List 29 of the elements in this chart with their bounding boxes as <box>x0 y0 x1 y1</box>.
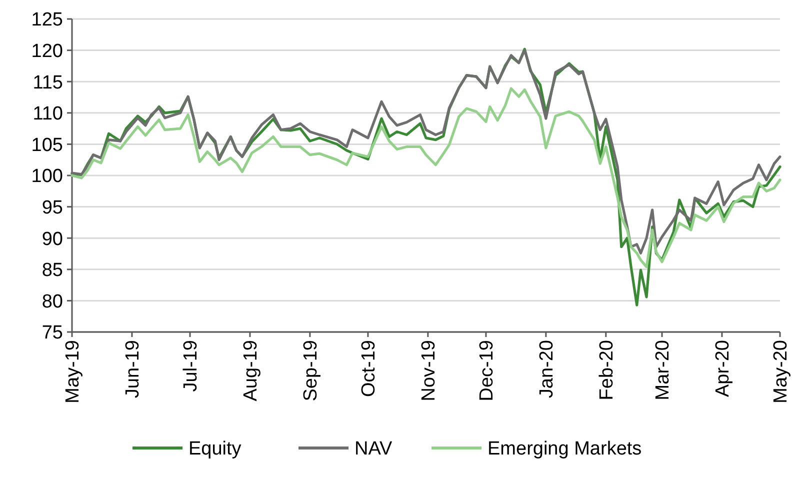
y-tick-label: 85 <box>42 260 63 282</box>
x-tick-label: Oct-19 <box>358 340 380 398</box>
x-tick-label: Feb-20 <box>596 340 618 400</box>
x-tick-label: Aug-19 <box>240 340 262 402</box>
x-tick-label: Nov-19 <box>418 340 440 402</box>
x-tick-label: Sep-19 <box>300 340 322 402</box>
x-tick-label: Mar-20 <box>652 340 674 400</box>
x-tick-label: May-19 <box>62 340 84 404</box>
x-tick-label: Dec-19 <box>476 340 498 402</box>
y-tick-label: 105 <box>31 134 63 156</box>
x-tick-label: Jun-19 <box>122 340 144 398</box>
y-tick-label: 125 <box>31 10 63 31</box>
y-tick-label: 80 <box>42 291 63 312</box>
y-tick-label: 110 <box>32 104 63 125</box>
x-tick-label: Apr-20 <box>712 340 734 398</box>
y-tick-label: 100 <box>31 166 63 188</box>
x-tick-label: Jul-19 <box>180 340 202 392</box>
legend-label: NAV <box>354 438 392 460</box>
line-series <box>70 87 782 268</box>
line-series <box>70 49 782 254</box>
y-tick-label: 115 <box>32 72 63 94</box>
y-tick-label: 75 <box>42 322 63 344</box>
y-tick-label: 95 <box>42 197 63 218</box>
y-tick-label: 90 <box>42 228 63 250</box>
y-tick-label: 120 <box>31 40 63 62</box>
legend-label: Equity <box>188 438 242 460</box>
x-tick-label: May-20 <box>770 340 792 404</box>
x-tick-label: Jan-20 <box>536 340 558 398</box>
legend-label: Emerging Markets <box>488 438 642 460</box>
